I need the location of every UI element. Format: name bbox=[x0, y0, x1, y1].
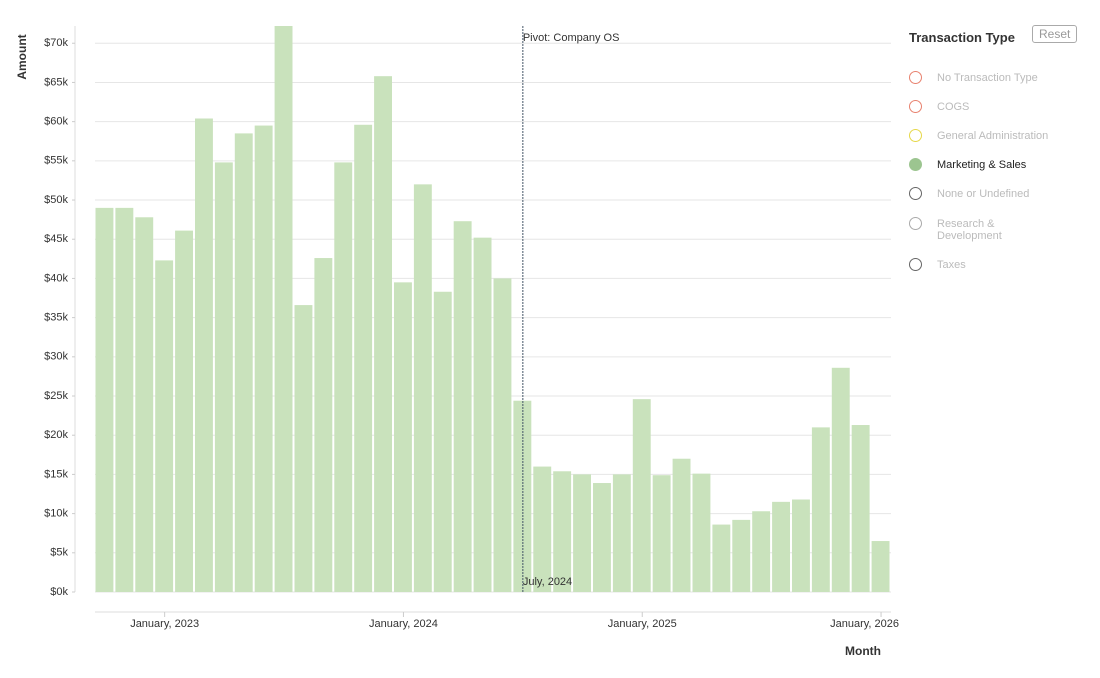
bar bbox=[573, 474, 591, 592]
bar bbox=[155, 260, 174, 592]
y-tick-label: $45k bbox=[44, 233, 68, 245]
legend-swatch bbox=[909, 129, 922, 142]
bar bbox=[175, 230, 193, 593]
bar bbox=[811, 427, 830, 592]
y-tick-label: $0k bbox=[50, 586, 68, 598]
legend-label: Taxes bbox=[937, 259, 966, 271]
bar bbox=[612, 474, 631, 592]
bar bbox=[632, 399, 651, 592]
legend-label: None or Undefined bbox=[937, 188, 1030, 200]
y-axis-label: Amount bbox=[15, 34, 29, 79]
bar bbox=[115, 207, 134, 593]
bar bbox=[692, 473, 711, 592]
bar bbox=[851, 425, 870, 592]
bar bbox=[871, 541, 890, 592]
legend-swatch bbox=[909, 187, 922, 200]
bar bbox=[95, 207, 114, 593]
bar bbox=[732, 519, 751, 592]
bar bbox=[772, 501, 790, 592]
legend-swatch bbox=[909, 158, 922, 171]
y-tick-label: $25k bbox=[44, 390, 68, 402]
legend-swatch bbox=[909, 258, 922, 271]
y-tick-label: $50k bbox=[44, 194, 68, 206]
y-tick-label: $35k bbox=[44, 312, 68, 324]
y-tick-label: $70k bbox=[44, 37, 68, 49]
bar bbox=[453, 221, 472, 592]
bar bbox=[294, 305, 313, 592]
legend-label: General Administration bbox=[937, 130, 1049, 142]
y-tick-label: $65k bbox=[44, 76, 68, 88]
x-axis-label: Month bbox=[845, 644, 881, 658]
bar bbox=[354, 124, 373, 592]
bar bbox=[672, 458, 691, 592]
bar bbox=[652, 475, 671, 592]
y-tick-label: $15k bbox=[44, 468, 68, 480]
reset-button[interactable]: Reset bbox=[1032, 25, 1078, 43]
legend-label: Research & Development bbox=[937, 218, 1002, 242]
y-tick-label: $55k bbox=[44, 155, 68, 167]
x-tick-label: January, 2025 bbox=[608, 618, 677, 630]
bar bbox=[413, 184, 432, 593]
x-tick-label: January, 2023 bbox=[130, 618, 199, 630]
bar bbox=[254, 125, 273, 592]
bar bbox=[533, 466, 552, 592]
legend-label: Marketing & Sales bbox=[937, 159, 1027, 171]
pivot-label: Pivot: Company OS bbox=[523, 32, 620, 44]
bar bbox=[593, 483, 611, 592]
bar bbox=[135, 217, 154, 592]
y-tick-label: $60k bbox=[44, 116, 68, 128]
bar bbox=[473, 237, 492, 592]
bar bbox=[195, 118, 213, 593]
bar bbox=[752, 511, 771, 592]
bar bbox=[214, 162, 233, 593]
bar bbox=[792, 499, 810, 592]
y-tick-label: $5k bbox=[50, 547, 68, 559]
legend-swatch bbox=[909, 71, 922, 84]
chart: Amount Month $0k $5k $10k $15k $20k $25k $30k $… bbox=[15, 26, 899, 658]
legend-label: COGS bbox=[937, 101, 970, 113]
x-tick-label: January, 2024 bbox=[369, 618, 438, 630]
bar bbox=[274, 26, 293, 592]
y-tick-label: $20k bbox=[44, 429, 68, 441]
bar bbox=[374, 76, 392, 592]
bar bbox=[433, 291, 452, 592]
bar bbox=[334, 162, 353, 593]
x-tick-label: January, 2026 bbox=[830, 618, 899, 630]
bar bbox=[493, 278, 512, 592]
pivot-date: July, 2024 bbox=[523, 576, 572, 588]
bar bbox=[553, 471, 572, 592]
legend-swatch bbox=[909, 100, 922, 113]
bar bbox=[314, 258, 333, 592]
legend-title: Transaction Type bbox=[909, 30, 1015, 45]
bar bbox=[234, 133, 253, 592]
y-tick-label: $30k bbox=[44, 351, 68, 363]
bar bbox=[394, 282, 412, 592]
bar bbox=[513, 400, 532, 592]
bar bbox=[712, 524, 731, 592]
y-tick-label: $40k bbox=[44, 272, 68, 284]
legend-label: No Transaction Type bbox=[937, 72, 1038, 84]
y-tick-label: $10k bbox=[44, 508, 68, 520]
legend-swatch bbox=[909, 217, 922, 230]
bar bbox=[831, 367, 850, 592]
